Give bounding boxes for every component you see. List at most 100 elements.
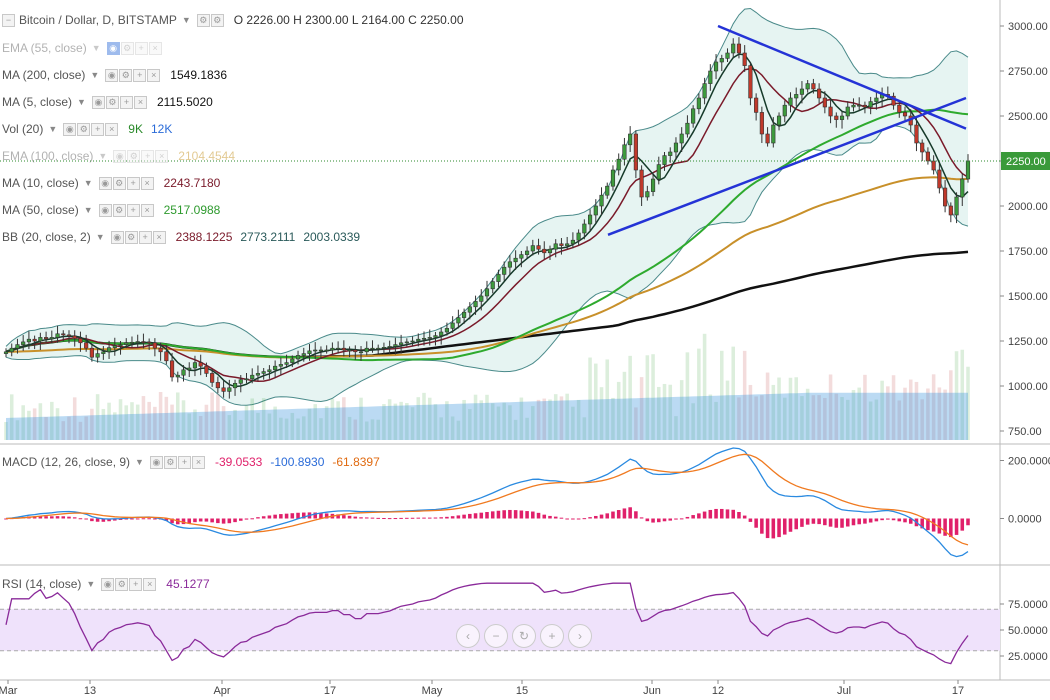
settings-icon[interactable]: ⚙ [120, 41, 134, 55]
close-icon[interactable]: × [133, 95, 147, 109]
macd-histogram-bar [198, 518, 203, 522]
candle-body [95, 353, 100, 358]
eye-icon[interactable]: ◉ [113, 149, 127, 163]
add-icon[interactable]: + [126, 176, 140, 190]
settings-icon[interactable]: ⚙ [115, 577, 129, 591]
macd-histogram-bar [273, 514, 277, 519]
settings-icon[interactable]: ⚙ [112, 203, 126, 217]
chevron-down-icon[interactable]: ▼ [77, 97, 86, 107]
volume-bar [553, 394, 558, 440]
settings-icon[interactable]: ⚙ [105, 95, 119, 109]
add-icon[interactable]: + [141, 149, 155, 163]
add-icon[interactable]: + [177, 455, 191, 469]
settings-icon[interactable]: ⚙ [119, 68, 133, 82]
add-icon[interactable]: + [138, 230, 152, 244]
close-icon[interactable]: × [105, 122, 119, 136]
macd-histogram-bar [553, 516, 558, 519]
candle-body [255, 373, 261, 376]
eye-icon[interactable]: ◉ [110, 230, 124, 244]
eye-icon[interactable]: ◉ [105, 68, 119, 82]
close-icon[interactable]: × [140, 176, 154, 190]
chevron-down-icon[interactable]: ▼ [95, 232, 105, 242]
volume-bar [124, 405, 129, 440]
volume-bar [473, 394, 478, 440]
chevron-down-icon[interactable]: ▼ [48, 124, 58, 134]
chevron-down-icon[interactable]: ▼ [181, 15, 191, 25]
scroll-right-icon[interactable]: › [568, 624, 592, 648]
volume-bar [931, 374, 936, 440]
settings-icon[interactable]: ⚙ [196, 13, 210, 27]
close-icon[interactable]: × [155, 149, 169, 163]
macd-histogram-bar [370, 517, 375, 519]
macd-histogram-bar [857, 518, 861, 525]
add-icon[interactable]: + [119, 95, 133, 109]
settings-icon[interactable]: ⚙ [124, 230, 138, 244]
volume-bar [840, 397, 844, 440]
chevron-down-icon[interactable]: ▼ [83, 205, 93, 215]
add-icon[interactable]: + [126, 203, 140, 217]
volume-bar [531, 406, 535, 440]
candle-body [559, 243, 564, 246]
eye-icon[interactable]: ◉ [91, 95, 105, 109]
chevron-down-icon[interactable]: ▼ [83, 178, 93, 188]
candle-body [530, 245, 535, 252]
candle-body [210, 373, 215, 383]
candle-body [650, 178, 656, 192]
settings-icon[interactable]: ⚙ [127, 149, 141, 163]
volume-bar [662, 383, 667, 440]
macd-histogram-bar [456, 515, 461, 519]
add-icon[interactable]: + [91, 122, 105, 136]
close-icon[interactable]: × [140, 203, 154, 217]
candle-body [439, 331, 444, 336]
symbol-title: Bitcoin / Dollar, D, BITSTAMP [19, 13, 177, 27]
settings-icon[interactable]: ⚙ [163, 455, 177, 469]
chevron-down-icon[interactable]: ▼ [135, 457, 144, 467]
zoom-out-icon[interactable]: − [484, 624, 508, 648]
chevron-down-icon[interactable]: ▼ [86, 579, 96, 589]
close-icon[interactable]: × [152, 230, 166, 244]
close-icon[interactable]: × [147, 68, 161, 82]
settings-icon[interactable]: ⚙ [77, 122, 91, 136]
settings-icon[interactable]: ⚙ [112, 176, 126, 190]
chevron-down-icon[interactable]: ▼ [98, 151, 108, 161]
zoom-in-icon[interactable]: + [540, 624, 564, 648]
settings-icon[interactable]: ⚙ [210, 13, 224, 27]
macd-histogram-bar [645, 518, 650, 522]
add-icon[interactable]: + [129, 577, 143, 591]
candle-body [44, 337, 49, 340]
macd-histogram-bar [719, 508, 724, 519]
candle-body [324, 349, 329, 352]
eye-icon[interactable]: ◉ [101, 577, 115, 591]
macd-histogram-bar [130, 518, 134, 520]
chevron-down-icon[interactable]: ▼ [91, 43, 101, 53]
collapse-icon[interactable]: − [2, 13, 15, 27]
add-icon[interactable]: + [133, 68, 147, 82]
close-icon[interactable]: × [148, 41, 162, 55]
volume-bar [863, 374, 867, 440]
chevron-down-icon[interactable]: ▼ [90, 70, 100, 80]
eye-icon[interactable]: ◉ [149, 455, 163, 469]
macd-histogram-bar [599, 514, 604, 519]
close-icon[interactable]: × [143, 577, 157, 591]
macd-histogram-bar [101, 518, 106, 522]
volume-bar [513, 419, 518, 440]
reset-icon[interactable]: ↻ [512, 624, 536, 648]
candle-body [496, 274, 501, 282]
volume-bar [794, 377, 798, 440]
volume-bar [67, 416, 71, 440]
volume-ma-area [6, 392, 968, 440]
macd-histogram-bar [336, 514, 340, 519]
macd-histogram-bar [616, 510, 621, 519]
close-icon[interactable]: × [191, 455, 205, 469]
add-icon[interactable]: + [134, 41, 148, 55]
eye-icon[interactable]: ◉ [63, 122, 77, 136]
eye-icon[interactable]: ◉ [98, 203, 112, 217]
macd-tick-label: 200.0000 [1008, 456, 1050, 468]
scroll-left-icon[interactable]: ‹ [456, 624, 480, 648]
eye-icon[interactable]: ◉ [98, 176, 112, 190]
macd-histogram-bar [319, 512, 323, 519]
time-tick-label: Mar [0, 685, 18, 697]
eye-icon[interactable]: ◉ [106, 41, 120, 55]
volume-bar [782, 397, 787, 440]
